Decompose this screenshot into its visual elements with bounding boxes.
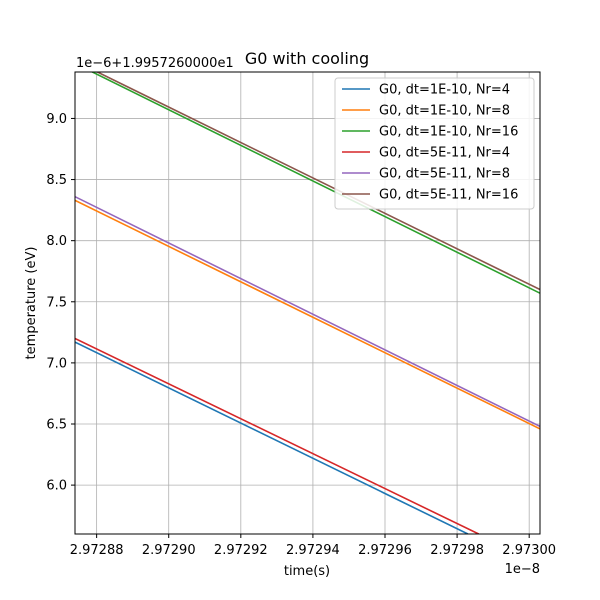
y-axis-label: temperature (eV) [24, 247, 39, 360]
y-tick-label: 6.0 [46, 479, 67, 494]
y-tick-label: 7.5 [46, 295, 67, 310]
chart-title: G0 with cooling [245, 49, 369, 68]
legend: G0, dt=1E-10, Nr=4 G0, dt=1E-10, Nr=8 G0, … [334, 77, 535, 210]
x-tick-label: 2.97288 [70, 543, 124, 558]
legend-label: G0, dt=5E-11, Nr=4 [379, 146, 510, 161]
y-tick-label: 6.5 [46, 418, 67, 433]
y-offset-label: 1e−6+1.9957260000e1 [76, 56, 234, 71]
legend-label: G0, dt=5E-11, Nr=8 [379, 167, 510, 182]
x-offset-label: 1e−8 [505, 562, 540, 577]
y-axis-ticks: 6.0 6.5 7.0 7.5 8.0 8.5 9.0 [46, 112, 75, 494]
series-line-2 [75, 199, 540, 430]
legend-label: G0, dt=1E-10, Nr=4 [379, 83, 510, 98]
y-tick-label: 7.0 [46, 356, 67, 371]
x-tick-label: 2.97300 [502, 543, 556, 558]
series-line-5 [75, 195, 540, 428]
legend-label: G0, dt=5E-11, Nr=16 [379, 188, 518, 203]
series-line-4 [75, 337, 480, 534]
x-tick-label: 2.97290 [142, 543, 196, 558]
y-tick-label: 8.0 [46, 234, 67, 249]
series-line-1 [75, 341, 469, 534]
legend-box [334, 77, 535, 210]
legend-label: G0, dt=1E-10, Nr=8 [379, 104, 510, 119]
y-tick-label: 8.5 [46, 173, 67, 188]
legend-label: G0, dt=1E-10, Nr=16 [379, 125, 518, 140]
x-tick-label: 2.97298 [430, 543, 484, 558]
x-tick-label: 2.97294 [286, 543, 340, 558]
x-tick-label: 2.97296 [358, 543, 412, 558]
grid-lines [75, 72, 540, 534]
plot-frame [74, 71, 541, 535]
series-lines [75, 72, 540, 534]
y-tick-label: 9.0 [46, 112, 67, 127]
x-tick-label: 2.97292 [214, 543, 268, 558]
x-axis-ticks: 2.97288 2.97290 2.97292 2.97294 2.97296 2.972… [70, 534, 556, 558]
series-line-3 [90, 72, 540, 294]
series-line-6 [95, 72, 540, 291]
x-axis-label: time(s) [284, 564, 330, 579]
